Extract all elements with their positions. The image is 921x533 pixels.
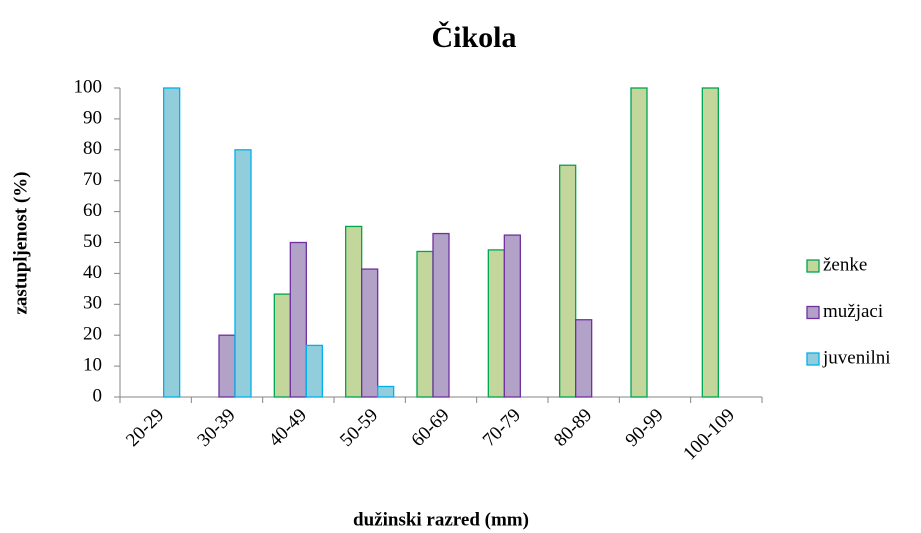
x-tick-label: 50-59 [336,405,382,451]
bar [503,234,521,398]
y-axis-label: zastupljenost (%) [10,171,31,314]
bar [345,225,363,398]
bar [377,385,395,398]
bar [361,268,379,398]
x-tick-label: 70-79 [479,405,525,451]
bar [273,293,291,398]
x-tick-label: 20-29 [122,405,168,451]
y-tick-label: 20 [83,324,102,345]
y-tick-label: 70 [83,169,102,190]
bar [701,87,719,398]
y-tick-label: 100 [74,76,103,97]
x-axis-label: dužinski razred (mm) [353,509,529,530]
bar [575,319,593,398]
y-tick-label: 10 [83,354,102,375]
y-tick-label: 60 [83,200,102,221]
legend-swatch [806,352,820,366]
bar [559,164,577,398]
x-tick-label: 80-89 [550,405,596,451]
y-tick-label: 50 [83,231,102,252]
chart-title: Čikola [431,21,516,54]
bar [416,250,434,398]
x-tick-label: 40-49 [265,405,311,451]
legend-swatch [806,305,820,320]
legend-label: juvenilni [822,347,891,368]
bar [432,232,450,398]
legend-swatch [806,259,820,273]
bar [289,241,307,398]
bar [630,87,648,398]
y-tick-label: 40 [83,262,102,283]
bar [234,149,252,398]
y-tick-label: 0 [93,385,103,406]
x-tick-label: 60-69 [407,405,453,451]
y-tick-label: 80 [83,138,102,159]
y-tick-label: 30 [83,293,102,314]
bar [305,344,323,398]
y-tick-label: 90 [83,107,102,128]
bar [487,249,505,398]
x-tick-label: 90-99 [621,405,667,451]
bar [163,87,181,398]
bar [218,334,236,398]
legend-label: mužjaci [823,301,883,322]
x-tick-label: 30-39 [193,405,239,451]
legend-label: ženke [823,254,867,275]
x-tick-label: 100-109 [679,405,739,465]
